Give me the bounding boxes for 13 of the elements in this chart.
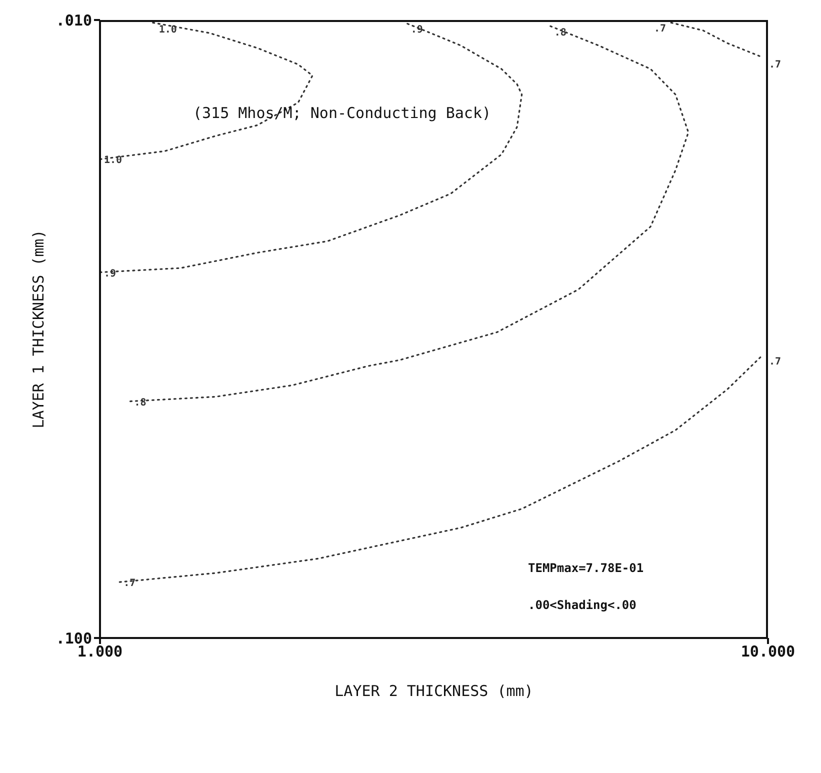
text: .7 <box>769 356 782 368</box>
y-tick-label: .010 <box>56 11 92 30</box>
y-axis-title: LAYER 1 THICKNESS (mm) <box>29 230 48 428</box>
series-label: .7 <box>654 24 666 35</box>
annotation: TEMPmax=7.78E-01 <box>528 561 644 575</box>
annotation: .00<Shading<.00 <box>528 598 636 612</box>
series-label: .7 <box>124 578 136 590</box>
series-label: 1.0 <box>158 24 177 36</box>
text: .7 <box>769 60 782 71</box>
x-axis-title: LAYER 2 THICKNESS (mm) <box>334 682 534 700</box>
x-tick-label: 10.000 <box>740 642 796 661</box>
annotation: (315 Mhos/M; Non-Conducting Back) <box>193 104 492 122</box>
x-tick-label: 1.000 <box>77 642 123 661</box>
